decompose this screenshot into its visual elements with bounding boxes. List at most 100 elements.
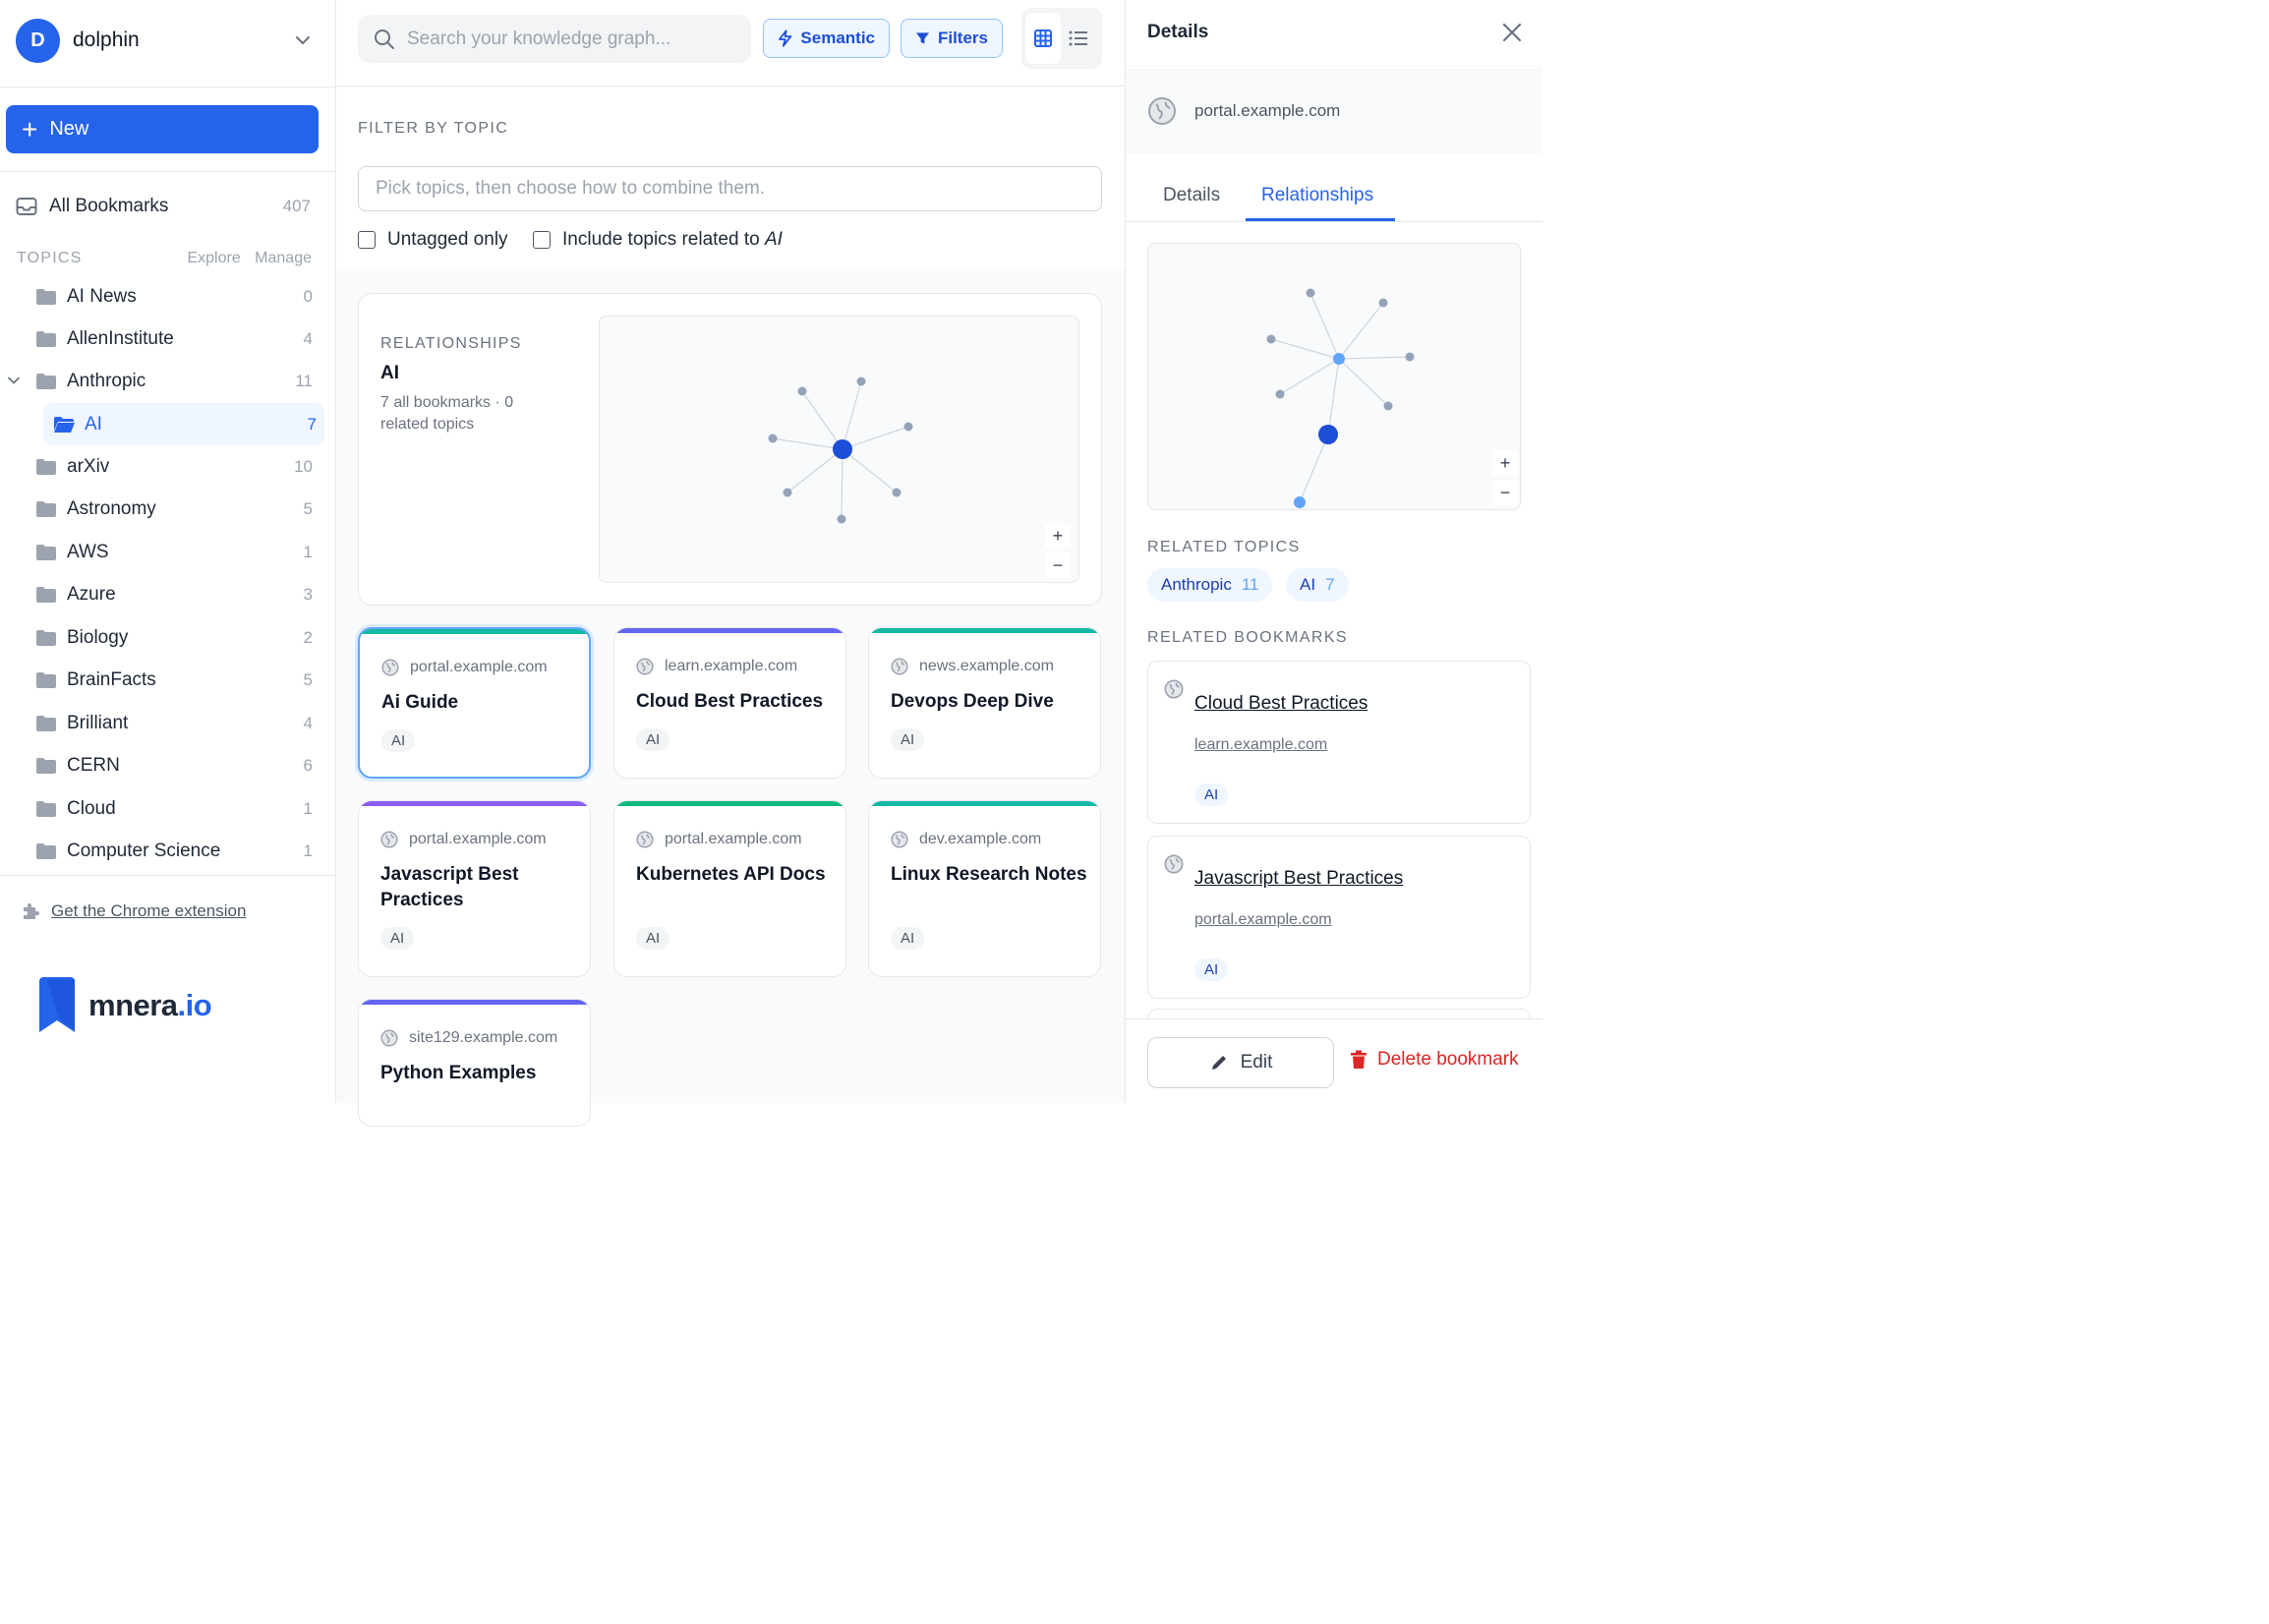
sidebar-topic-item[interactable]: Astronomy 5 <box>35 490 320 529</box>
sidebar-topic-item[interactable]: Cloud 1 <box>35 789 320 829</box>
delete-bookmark-button[interactable]: Delete bookmark <box>1350 1049 1519 1071</box>
tab-relationships[interactable]: Relationships <box>1261 185 1374 205</box>
filters-button[interactable]: Filters <box>901 19 1003 58</box>
sidebar-topic-item[interactable]: Biology 2 <box>35 618 320 658</box>
close-icon[interactable] <box>1501 22 1523 43</box>
zoom-in-button[interactable]: + <box>1045 523 1071 549</box>
globe-icon <box>636 658 654 675</box>
chevron-down-icon[interactable] <box>7 374 21 387</box>
related-topic-chip[interactable]: AI 7 <box>1286 568 1349 602</box>
sidebar-topic-item[interactable]: arXiv 10 <box>35 447 320 487</box>
explore-link[interactable]: Explore <box>187 250 241 266</box>
new-button[interactable]: + New <box>6 105 319 153</box>
globe-icon <box>380 1029 398 1047</box>
manage-link[interactable]: Manage <box>255 250 312 266</box>
sidebar-topic-item[interactable]: AllenInstitute 4 <box>35 319 320 359</box>
bookmark-card[interactable]: learn.example.com Cloud Best Practices AI <box>613 627 846 779</box>
untagged-checkbox[interactable] <box>358 231 376 249</box>
sidebar-topic-item[interactable]: Computer Science 1 <box>35 832 320 871</box>
folder-icon <box>36 758 56 774</box>
semantic-button[interactable]: Semantic <box>763 19 890 58</box>
bookmark-tag[interactable]: AI <box>636 927 670 950</box>
bookmark-card[interactable]: dev.example.com Linux Research Notes AI <box>868 800 1101 977</box>
search-input[interactable]: Search your knowledge graph... <box>358 15 751 63</box>
graph-node <box>837 514 846 524</box>
untagged-checkbox-row[interactable]: Untagged only <box>358 229 508 251</box>
active-tab-indicator <box>1246 218 1395 221</box>
tab-details[interactable]: Details <box>1163 185 1221 205</box>
details-site-domain: portal.example.com <box>1194 101 1341 120</box>
topics-header: TOPICS Explore Manage <box>17 250 312 267</box>
relationships-summary: 7 all bookmarks · 0 related topics <box>380 394 514 433</box>
related-bookmark-url[interactable]: learn.example.com <box>1194 736 1328 753</box>
sidebar-topic-item[interactable]: BrainFacts 5 <box>35 661 320 700</box>
include-related-label: Include topics related to <box>562 229 765 250</box>
globe-icon <box>380 831 398 848</box>
grid-view-button[interactable] <box>1025 13 1061 64</box>
graph-center-node <box>833 439 852 459</box>
sidebar-topic-item[interactable]: Brilliant 4 <box>35 704 320 743</box>
sidebar-topic-item[interactable]: Anthropic 11 <box>35 362 320 401</box>
new-button-label: New <box>49 118 89 140</box>
topic-count: 10 <box>294 457 313 476</box>
related-bookmark-title[interactable]: Cloud Best Practices <box>1194 693 1368 714</box>
bookmark-logo-icon <box>39 977 75 1032</box>
chrome-extension-link[interactable]: Get the Chrome extension <box>20 900 246 922</box>
bookmark-card[interactable]: portal.example.com Javascript Best Practi… <box>358 800 591 977</box>
bookmark-relationship-graph[interactable]: + − <box>1147 243 1521 510</box>
sidebar-topic-item[interactable]: AI News 0 <box>35 277 320 317</box>
related-topic-chip[interactable]: Anthropic 11 <box>1147 568 1273 602</box>
card-color-bar <box>614 801 845 806</box>
bookmark-card[interactable]: portal.example.com Ai Guide AI <box>358 627 591 779</box>
topic-count: 0 <box>303 287 313 306</box>
related-bookmark-tag[interactable]: AI <box>1194 958 1229 981</box>
related-bookmark-card[interactable]: Cloud Best Practices learn.example.com AI <box>1147 661 1531 824</box>
zoom-in-button[interactable]: + <box>1492 450 1518 476</box>
sidebar-topic-item[interactable]: AWS 1 <box>35 533 320 572</box>
globe-icon <box>891 658 908 675</box>
details-header: Details <box>1126 0 1542 67</box>
card-color-bar <box>614 628 845 633</box>
bookmark-tag[interactable]: AI <box>381 729 416 752</box>
related-bookmark-url[interactable]: portal.example.com <box>1194 911 1332 928</box>
bookmark-domain: portal.example.com <box>636 831 802 848</box>
funnel-icon <box>915 32 930 44</box>
search-icon <box>375 29 394 49</box>
include-related-checkbox-row[interactable]: Include topics related to AI <box>533 229 783 251</box>
bookmark-domain: portal.example.com <box>381 659 548 676</box>
topic-label: Cloud <box>67 798 116 819</box>
related-bookmark-tag[interactable]: AI <box>1194 783 1229 806</box>
related-bookmark-card[interactable]: Javascript Best Practices portal.example.… <box>1147 836 1531 999</box>
bookmark-tag[interactable]: AI <box>891 927 925 950</box>
topic-count: 5 <box>303 670 313 689</box>
sidebar-topic-item[interactable]: CERN 6 <box>35 746 320 785</box>
sidebar-item-all-bookmarks[interactable]: All Bookmarks 407 <box>16 193 311 220</box>
bookmark-card[interactable]: news.example.com Devops Deep Dive AI <box>868 627 1101 779</box>
relationship-graph[interactable]: + − <box>599 316 1079 583</box>
account-name: dolphin <box>73 29 140 51</box>
topic-label: Anthropic <box>67 371 146 391</box>
zoom-out-button[interactable]: − <box>1045 552 1071 578</box>
avatar: D <box>16 18 60 63</box>
bookmark-card[interactable]: portal.example.com Kubernetes API Docs AI <box>613 800 846 977</box>
bookmark-tag[interactable]: AI <box>636 728 670 751</box>
include-related-checkbox[interactable] <box>533 231 551 249</box>
folder-icon <box>36 843 56 859</box>
account-switcher[interactable]: D dolphin <box>16 18 320 63</box>
sidebar-topic-item[interactable]: AI 7 <box>43 403 324 445</box>
list-view-button[interactable] <box>1061 13 1096 64</box>
related-bookmark-title[interactable]: Javascript Best Practices <box>1194 868 1404 889</box>
sidebar-topic-item[interactable]: Azure 3 <box>35 575 320 614</box>
globe-icon <box>1148 97 1176 125</box>
main-content: Search your knowledge graph... Semantic … <box>336 0 1125 1127</box>
zoom-out-button[interactable]: − <box>1492 480 1518 505</box>
filter-title: FILTER BY TOPIC <box>358 120 509 137</box>
delete-label: Delete bookmark <box>1377 1049 1519 1070</box>
topic-picker-input[interactable]: Pick topics, then choose how to combine … <box>358 166 1102 211</box>
edit-button[interactable]: Edit <box>1147 1037 1334 1088</box>
bookmark-tag[interactable]: AI <box>891 728 925 751</box>
bookmark-tag[interactable]: AI <box>380 927 415 950</box>
graph-node <box>768 434 778 443</box>
chrome-extension-label[interactable]: Get the Chrome extension <box>51 901 247 920</box>
